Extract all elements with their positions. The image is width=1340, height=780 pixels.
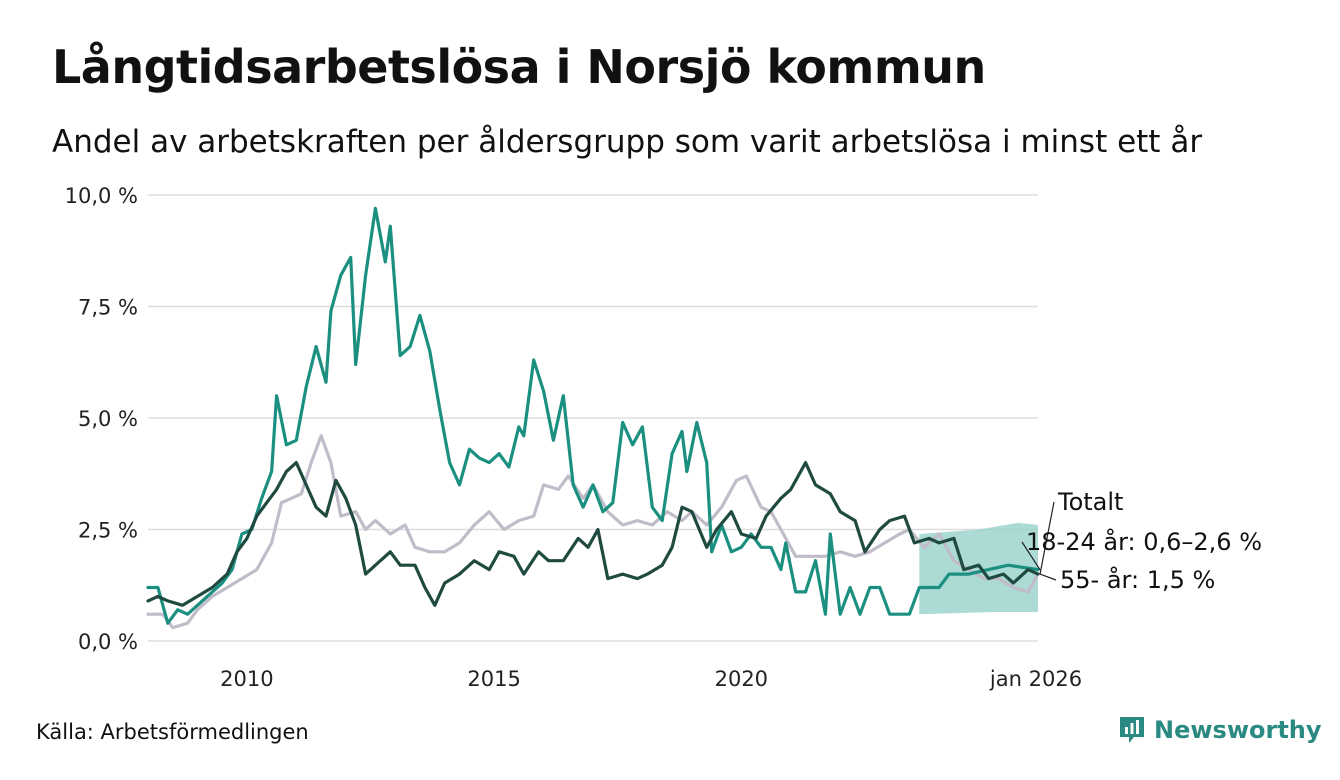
brand-logo[interactable]: Newsworthy <box>1118 712 1322 748</box>
series-line-age_55 <box>146 461 1040 607</box>
label-leader-line <box>1021 541 1041 570</box>
series-label-totalt: Totalt <box>1057 488 1123 516</box>
y-tick-label: 10,0 % <box>65 184 138 208</box>
x-tick-label: 2020 <box>715 667 768 691</box>
uncertainty-bands <box>919 522 1038 615</box>
uncertainty-band <box>919 522 1038 615</box>
series-line-totalt <box>146 434 1040 630</box>
label-leader-line <box>1039 501 1055 575</box>
series-labels: Totalt 18-24 år: 0,6–2,6 % 55- år: 1,5 % <box>1021 488 1262 594</box>
x-tick-label: jan 2026 <box>989 667 1082 691</box>
series-label-age_18_24: 18-24 år: 0,6–2,6 % <box>1026 527 1262 556</box>
newsworthy-logo-icon <box>1120 717 1144 743</box>
y-tick-label: 2,5 % <box>78 519 138 543</box>
y-tick-label: 5,0 % <box>78 407 138 431</box>
y-axis-ticks: 0,0 % 2,5 % 5,0 % 7,5 % 10,0 % <box>65 184 138 654</box>
x-tick-label: 2010 <box>220 667 273 691</box>
series-lines <box>146 206 1040 630</box>
gridlines <box>148 194 1038 642</box>
chart-subtitle: Andel av arbetskraften per åldersgrupp s… <box>52 124 1203 160</box>
x-tick-label: 2015 <box>467 667 520 691</box>
chart-title: Långtidsarbetslösa i Norsjö kommun <box>52 40 986 94</box>
source-note: Källa: Arbetsförmedlingen <box>36 720 309 744</box>
series-label-age_55: 55- år: 1,5 % <box>1060 565 1215 594</box>
label-leader-line <box>1039 573 1057 581</box>
series-line-age_18_24 <box>146 206 1040 625</box>
y-tick-label: 7,5 % <box>78 296 138 320</box>
x-axis-ticks: 2010 2015 2020 jan 2026 <box>220 667 1082 691</box>
y-tick-label: 0,0 % <box>78 630 138 654</box>
brand-name: Newsworthy <box>1154 716 1322 744</box>
